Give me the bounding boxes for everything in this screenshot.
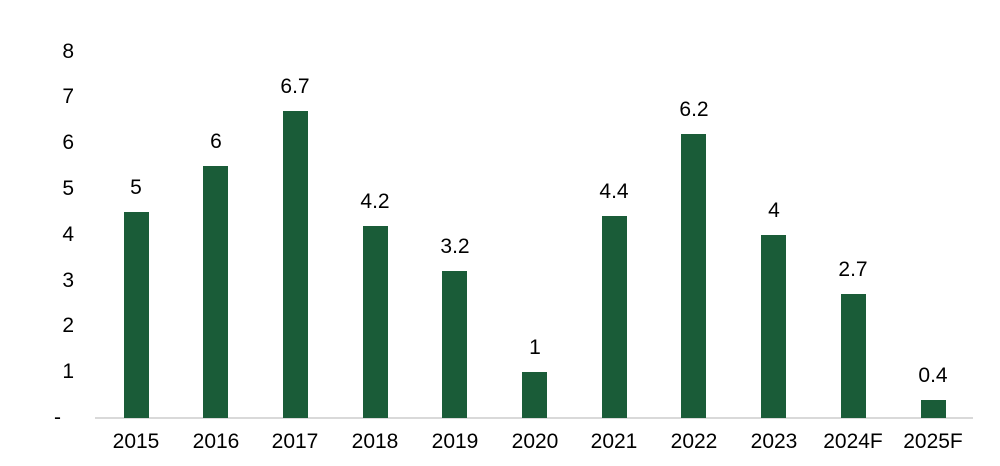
y-tick-label: 7 (62, 85, 74, 109)
x-axis-line (95, 417, 973, 419)
bar-2025F (921, 400, 946, 418)
bar-value-label: 3.2 (440, 235, 470, 258)
bar-value-label: 0.4 (918, 364, 948, 387)
bar-value-label: 5 (130, 176, 142, 199)
y-tick-label: 8 (62, 39, 74, 63)
bar-value-label: 6.7 (280, 75, 310, 98)
bar-value-label: 4.2 (360, 190, 390, 213)
bar-2015 (124, 212, 149, 418)
x-tick-label-2023: 2023 (750, 430, 798, 453)
x-tick-label-2019: 2019 (431, 430, 479, 453)
bar-2017 (283, 111, 308, 418)
bar-value-label: 6 (210, 130, 222, 153)
bar-2016 (203, 166, 228, 418)
x-tick-label-2020: 2020 (511, 430, 559, 453)
bar-2020 (522, 372, 547, 418)
x-tick-label-2015: 2015 (112, 430, 160, 453)
bar-2022 (681, 134, 706, 418)
y-tick-label: 4 (62, 222, 74, 246)
bar-2024F (841, 294, 866, 418)
bar-2021 (602, 216, 627, 418)
x-tick-label-2017: 2017 (271, 430, 319, 453)
y-tick-label: - (54, 406, 61, 429)
y-tick-label: 1 (62, 360, 74, 384)
x-tick-label-2022: 2022 (670, 430, 718, 453)
y-tick-label: 5 (62, 177, 74, 200)
bar-2018 (363, 226, 388, 418)
bar-2019 (442, 271, 467, 418)
x-tick-label-2021: 2021 (590, 430, 638, 453)
bar-2023 (761, 235, 786, 418)
y-tick-label: 2 (62, 314, 74, 338)
bar-value-label: 4 (768, 199, 780, 222)
y-tick-label: 6 (62, 131, 74, 155)
bar-value-label: 2.7 (838, 258, 868, 281)
bar-value-label: 6.2 (679, 98, 709, 121)
x-tick-label-2016: 2016 (192, 430, 240, 453)
bar-value-label: 1 (529, 336, 541, 359)
x-tick-label-2025F: 2025F (903, 430, 963, 453)
x-tick-label-2024F: 2024F (823, 430, 883, 453)
y-tick-label: 3 (62, 268, 74, 292)
x-tick-label-2018: 2018 (351, 430, 399, 453)
bar-value-label: 4.4 (599, 180, 629, 203)
